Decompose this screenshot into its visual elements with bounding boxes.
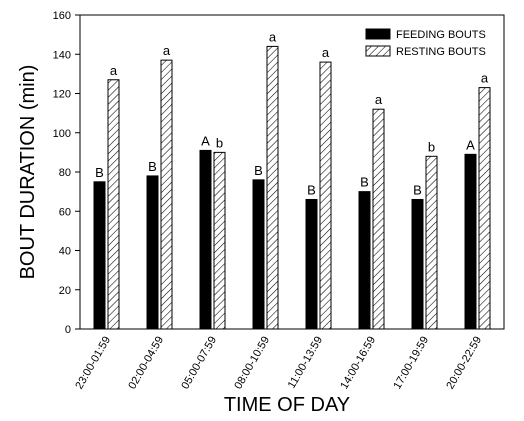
x-axis: 23:00-01:59 02:00-04:59 05:00-07:59 08:00-1… bbox=[73, 335, 484, 392]
y-tick-label: 80 bbox=[59, 167, 71, 179]
legend-label-feeding: FEEDING BOUTS bbox=[396, 29, 486, 41]
significance-label-resting: a bbox=[269, 29, 277, 44]
significance-label-feeding: B bbox=[95, 165, 104, 180]
x-tick-label: 11:00-13:59 bbox=[286, 335, 325, 391]
bar-feeding bbox=[252, 179, 265, 330]
x-tick-label: 20:00-22:59 bbox=[444, 335, 484, 392]
y-tick-label: 40 bbox=[59, 246, 71, 258]
significance-label-resting: a bbox=[322, 45, 330, 60]
significance-label-feeding: A bbox=[466, 137, 475, 152]
legend-label-resting: RESTING BOUTS bbox=[396, 46, 486, 58]
plot-frame bbox=[79, 14, 505, 330]
significance-label-feeding: B bbox=[413, 182, 422, 197]
significance-label-resting: a bbox=[375, 92, 383, 107]
plot-area bbox=[79, 14, 505, 330]
significance-label-resting: a bbox=[481, 71, 489, 86]
significance-label-feeding: B bbox=[148, 159, 157, 174]
bar-feeding bbox=[411, 198, 424, 330]
bar-feeding bbox=[305, 198, 318, 330]
significance-label-feeding: B bbox=[307, 182, 316, 197]
y-tick-label: 60 bbox=[59, 206, 71, 218]
bar-feeding bbox=[358, 191, 371, 330]
bar-resting bbox=[478, 87, 491, 330]
x-tick-label: 05:00-07:59 bbox=[179, 335, 219, 392]
y-tick-label: 120 bbox=[53, 89, 71, 101]
bar-feeding bbox=[146, 175, 159, 330]
bar-resting bbox=[160, 59, 173, 330]
legend-swatch-resting bbox=[365, 45, 391, 57]
bar-resting bbox=[266, 45, 279, 330]
y-axis-title: BOUT DURATION (min) bbox=[17, 65, 39, 280]
y-axis: 0 20 40 60 80 100 120 140 160 bbox=[53, 10, 80, 336]
x-tick-label: 08:00-10:59 bbox=[232, 335, 272, 392]
bar-resting bbox=[372, 108, 385, 330]
bar-resting bbox=[213, 151, 226, 330]
significance-label-feeding: B bbox=[254, 163, 263, 178]
bars bbox=[93, 45, 491, 330]
y-tick-label: 140 bbox=[53, 49, 71, 61]
y-tick-label: 0 bbox=[65, 324, 71, 336]
x-tick-label: 23:00-01:59 bbox=[73, 335, 113, 392]
significance-label-feeding: A bbox=[201, 133, 210, 148]
x-axis-title: TIME OF DAY bbox=[224, 394, 350, 416]
bar-feeding bbox=[93, 181, 106, 330]
significance-label-resting: a bbox=[110, 63, 118, 78]
x-tick-label: 17:00-19:59 bbox=[391, 335, 431, 392]
significance-label-resting: a bbox=[163, 43, 171, 58]
significance-label-resting: b bbox=[428, 139, 435, 154]
significance-label-feeding: B bbox=[360, 175, 369, 190]
bar-feeding bbox=[464, 153, 477, 330]
x-tick-label: 02:00-04:59 bbox=[126, 335, 166, 392]
legend-swatch-feeding bbox=[365, 28, 391, 40]
significance-label-resting: b bbox=[216, 135, 223, 150]
legend: FEEDING BOUTS RESTING BOUTS bbox=[365, 28, 486, 58]
y-tick-label: 20 bbox=[59, 285, 71, 297]
y-tick-label: 100 bbox=[53, 128, 71, 140]
bar-resting bbox=[425, 155, 438, 330]
x-tick-label: 14:00-16:59 bbox=[338, 335, 378, 392]
bar-resting bbox=[107, 79, 120, 330]
bar-resting bbox=[319, 61, 332, 330]
bar-feeding bbox=[199, 149, 212, 330]
y-tick-label: 160 bbox=[53, 10, 71, 22]
